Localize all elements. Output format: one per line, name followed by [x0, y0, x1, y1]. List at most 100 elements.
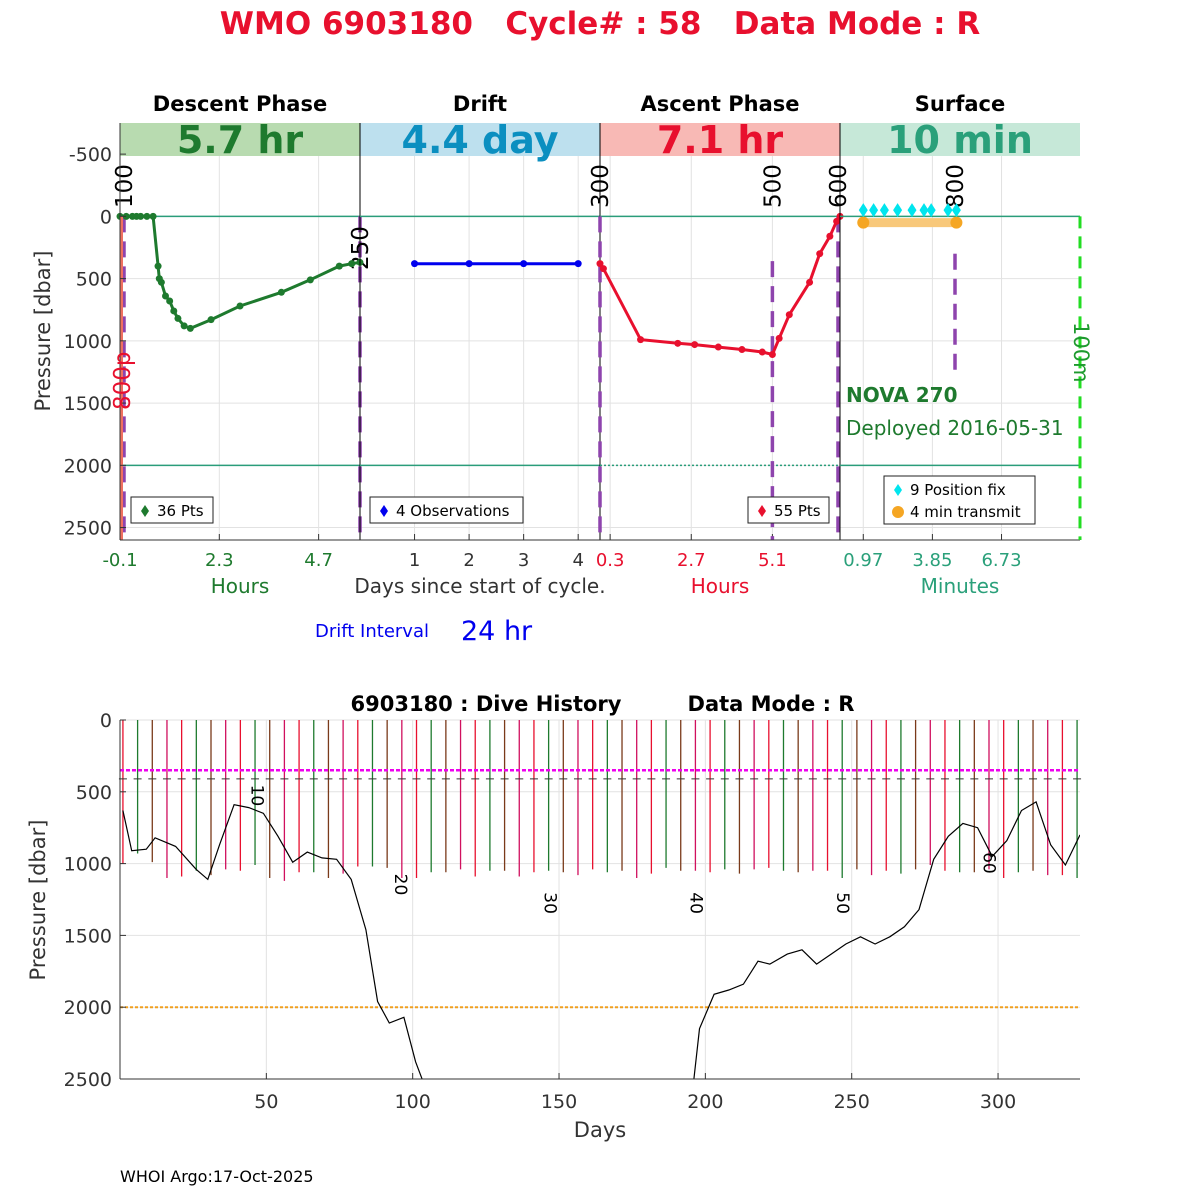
phase-marker-label: 500 [760, 164, 786, 208]
profile-point [174, 314, 182, 322]
x-axis-label: Hours [211, 574, 270, 598]
profile-point [143, 212, 151, 220]
x-tick-label: 150 [541, 1091, 577, 1113]
x-axis-label: Minutes [921, 574, 1000, 598]
y-axis-label: Pressure [dbar] [26, 820, 50, 981]
profile-point [714, 343, 722, 351]
drift-interval-label: Drift Interval [315, 621, 429, 642]
x-tick-label: 6.73 [981, 550, 1021, 571]
legend-marker [380, 505, 388, 517]
y-tick-label: 500 [76, 269, 112, 291]
chart-subtitle: Data Mode : R [688, 692, 855, 716]
legend-box [369, 496, 524, 524]
cycle-number-label: 20 [390, 874, 410, 896]
cycle-number-label: 60 [978, 852, 998, 874]
profile-point [785, 311, 793, 319]
profile-point [154, 262, 162, 270]
legend-marker [892, 506, 904, 518]
legend-label: 4 min transmit [910, 503, 1021, 521]
x-tick-label: 2 [463, 550, 474, 571]
phase-title: Ascent Phase [641, 92, 800, 116]
side-right-label: 100m [1069, 322, 1093, 383]
chart-title: 6903180 : Dive History [351, 692, 622, 716]
profile-point [162, 292, 170, 300]
side-left-label: 800p [110, 352, 136, 411]
profile-point [348, 260, 356, 268]
position-fix-point [951, 203, 961, 218]
profile-line [598, 215, 842, 357]
phase-duration: 4.4 day [402, 118, 559, 162]
y-tick-label: 2000 [64, 997, 112, 1019]
x-axis-label: Hours [691, 574, 750, 598]
y-axis-label: Pressure [dbar] [31, 251, 55, 412]
phase-title: Drift [453, 92, 507, 116]
profile-point [637, 336, 645, 344]
y-tick-label: 0 [100, 206, 112, 228]
profile-point [816, 250, 824, 258]
profile-point [758, 348, 766, 356]
profile-point [574, 260, 582, 268]
cycle-number-label: 10 [247, 785, 267, 807]
profile-point [520, 260, 528, 268]
legend-box [883, 475, 1036, 525]
legend-label: 4 Observations [396, 502, 510, 520]
profile-point [157, 278, 165, 286]
plot-area [120, 720, 1080, 1079]
profile-point [826, 232, 834, 240]
x-tick-label: 100 [395, 1091, 431, 1113]
legend-label: 55 Pts [774, 502, 821, 520]
x-tick-label: 4.7 [304, 550, 333, 571]
phase-duration: 7.1 hr [657, 118, 784, 162]
x-axis-label: Days [574, 1118, 626, 1142]
y-tick-label: 1500 [64, 393, 112, 415]
profile-point [674, 339, 682, 347]
profile-point [411, 260, 419, 268]
x-tick-label: 1 [409, 550, 420, 571]
phase-marker-label: 600 [826, 164, 852, 208]
y-tick-label: 0 [100, 710, 112, 732]
profile-point [335, 262, 343, 270]
position-fix-point [943, 203, 953, 218]
profile-point [775, 334, 783, 342]
legend-label: 9 Position fix [910, 481, 1006, 499]
y-tick-label: 2500 [64, 1069, 112, 1091]
position-fix-point [869, 203, 879, 218]
x-tick-label: 300 [980, 1091, 1016, 1113]
y-tick-label: 500 [76, 782, 112, 804]
y-tick-label: 1500 [64, 925, 112, 947]
x-tick-label: 0.3 [596, 550, 625, 571]
y-tick-label: 1000 [64, 854, 112, 876]
legend-marker [758, 505, 766, 517]
deployment-date: Deployed 2016-05-31 [846, 416, 1064, 440]
descent-start-bar [120, 216, 123, 540]
profile-point [599, 265, 607, 273]
profile-point [122, 212, 130, 220]
bathymetry-line [693, 801, 1080, 1079]
transmit-start-point [857, 216, 870, 229]
position-fix-point [858, 203, 868, 218]
y-tick-label: 2000 [64, 455, 112, 477]
cycle-number-label: 50 [832, 892, 852, 914]
legend-marker [894, 484, 902, 496]
phase-title: Surface [915, 92, 1005, 116]
y-tick-label: -500 [69, 144, 112, 166]
position-fix-point [879, 203, 889, 218]
phase-duration: 10 min [887, 118, 1033, 162]
drift-interval-value: 24 hr [461, 616, 533, 647]
legend-marker [141, 505, 149, 517]
profile-point [207, 316, 215, 324]
profile-point [180, 322, 188, 330]
profile-point [277, 288, 285, 296]
phase-band [600, 123, 840, 156]
profile-point [186, 324, 194, 332]
cycle-number-label: 40 [686, 892, 706, 914]
dive-history-chart: 10 20 30 40 50 60 50 100 150 200 250 300 0 500 1000 150… [26, 692, 1082, 1142]
transmit-end-point [950, 216, 963, 229]
phase-marker-label: 800 [943, 164, 969, 208]
x-tick-label: 250 [834, 1091, 870, 1113]
x-tick-label: 4 [572, 550, 583, 571]
x-tick-label: 2.7 [677, 550, 706, 571]
cycle-number-label: 30 [539, 892, 559, 914]
x-tick-label: 3.85 [912, 550, 952, 571]
